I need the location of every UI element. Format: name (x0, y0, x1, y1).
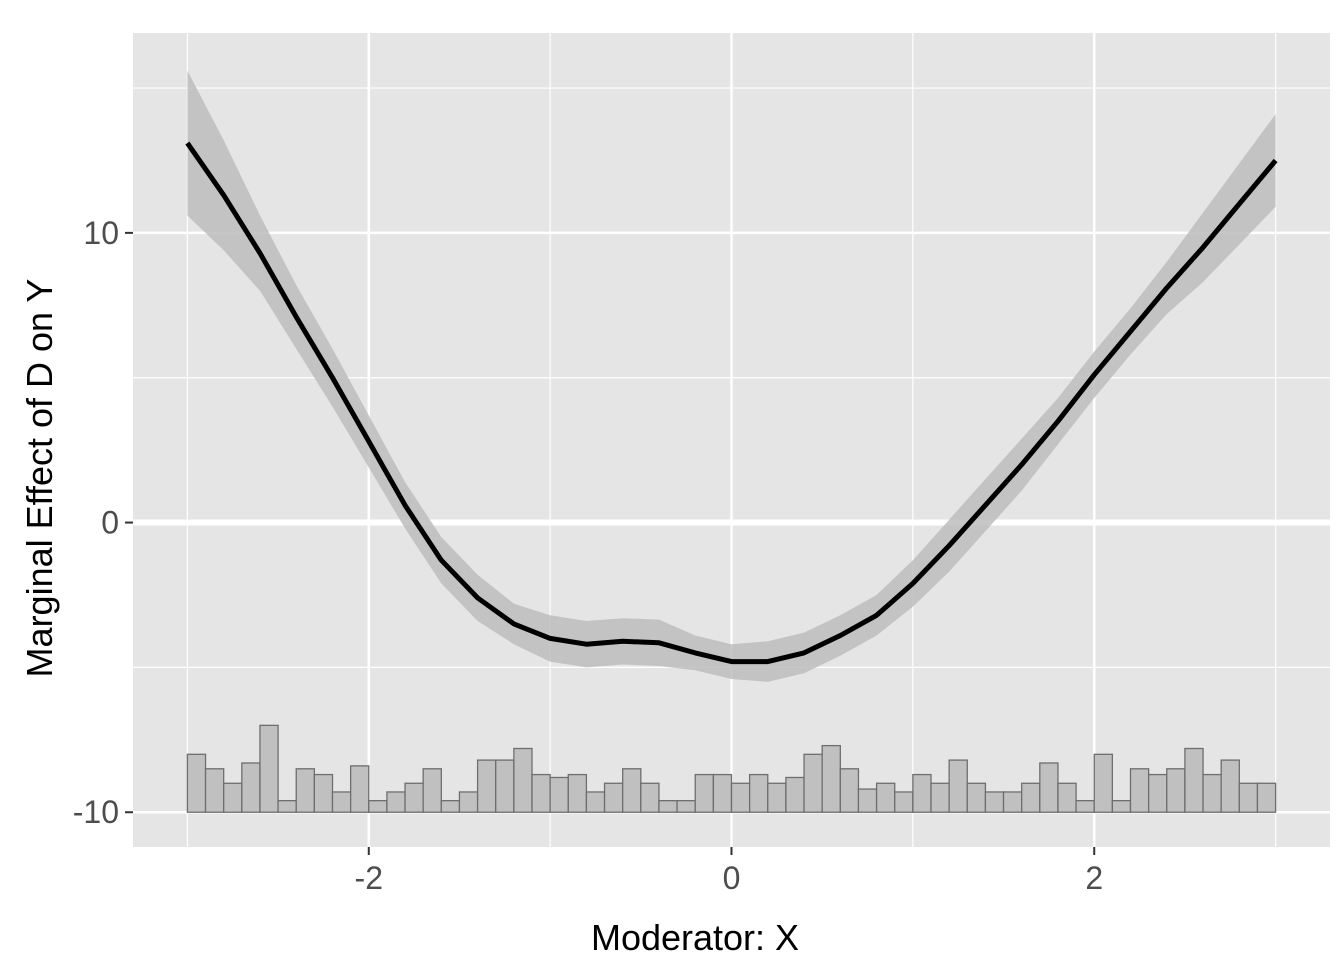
marginal-effect-line (185, 141, 1278, 665)
histogram-bar-control (839, 768, 860, 813)
histogram-bar-control (1129, 768, 1150, 813)
histogram-bar-control (730, 782, 751, 813)
histogram-bar-control (1111, 800, 1132, 813)
histogram-bar-control (1057, 782, 1077, 813)
histogram-bar-control (495, 759, 515, 813)
y-tick-label: 10 (83, 215, 119, 251)
histogram-bar-control (1093, 753, 1114, 813)
histogram-bar-control (368, 800, 388, 813)
histogram-bar-control (422, 768, 442, 813)
histogram-bar-control (1075, 800, 1095, 813)
moderator-histogram (186, 724, 1277, 813)
x-tick-label: 0 (723, 860, 741, 896)
histogram-bar-control (259, 724, 279, 813)
x-axis-title: Moderator: X (591, 917, 799, 958)
histogram-bar-control (676, 800, 696, 813)
histogram-bar-control (622, 768, 642, 813)
histogram-bar-control (458, 791, 479, 813)
x-axis-ticks: -2 0 2 (355, 847, 1103, 896)
histogram-bar-control (404, 782, 424, 813)
histogram-bar-control (386, 791, 406, 813)
histogram-bar-control (712, 773, 733, 813)
histogram-bar-control (349, 765, 370, 813)
histogram-bar-control (803, 753, 823, 813)
x-tick-label: -2 (355, 860, 383, 896)
histogram-bar-control (204, 768, 225, 813)
histogram-bar-control (331, 791, 352, 813)
histogram-bar-control (567, 773, 588, 813)
histogram-bar-control (1220, 759, 1240, 813)
histogram-bar-control (640, 782, 660, 813)
histogram-bar-control (875, 782, 896, 813)
histogram-bar-control (1238, 782, 1259, 813)
histogram-bar-control (948, 759, 968, 813)
histogram-bar-control (549, 776, 569, 813)
histogram-bar-control (748, 773, 769, 813)
histogram-bar-control (1021, 782, 1041, 813)
y-tick-label: -10 (73, 794, 119, 830)
histogram-bar-control (694, 773, 715, 813)
histogram-bar-control (186, 753, 207, 813)
histogram-bar-control (476, 759, 497, 813)
y-axis-title: Marginal Effect of D on Y (19, 279, 60, 678)
histogram-bar-control (1039, 762, 1059, 813)
x-tick-label: 2 (1085, 860, 1103, 896)
histogram-bar-control (785, 776, 805, 813)
histogram-bar-control (966, 782, 987, 813)
histogram-bar-control (1147, 773, 1168, 813)
histogram-bar-control (930, 782, 950, 813)
histogram-bar-control (277, 800, 297, 813)
histogram-bar-control (894, 791, 914, 813)
histogram-bar-control (1202, 773, 1222, 813)
y-axis-ticks: -10 0 10 (73, 215, 133, 830)
histogram-bar-control (984, 791, 1005, 813)
y-tick-label: 0 (101, 505, 119, 541)
histogram-bar-control (241, 762, 261, 813)
histogram-bar-control (313, 773, 334, 813)
histogram-bar-control (513, 747, 533, 813)
histogram-bar-control (857, 788, 878, 813)
histogram-bar-control (912, 773, 932, 813)
histogram-bar-control (1184, 747, 1204, 813)
histogram-bar-control (585, 791, 606, 813)
histogram-bar-control (821, 744, 841, 813)
histogram-bar-control (295, 768, 316, 813)
histogram-bar-control (658, 800, 678, 813)
histogram-bar-control (767, 782, 787, 813)
histogram-bar-control (531, 773, 551, 813)
histogram-bar-control (1256, 782, 1277, 813)
histogram-bar-control (1166, 768, 1186, 813)
histogram-bar-control (1002, 791, 1023, 813)
histogram-bar-control (603, 782, 624, 813)
histogram-bar-control (223, 782, 243, 813)
histogram-bar-control (440, 800, 461, 813)
